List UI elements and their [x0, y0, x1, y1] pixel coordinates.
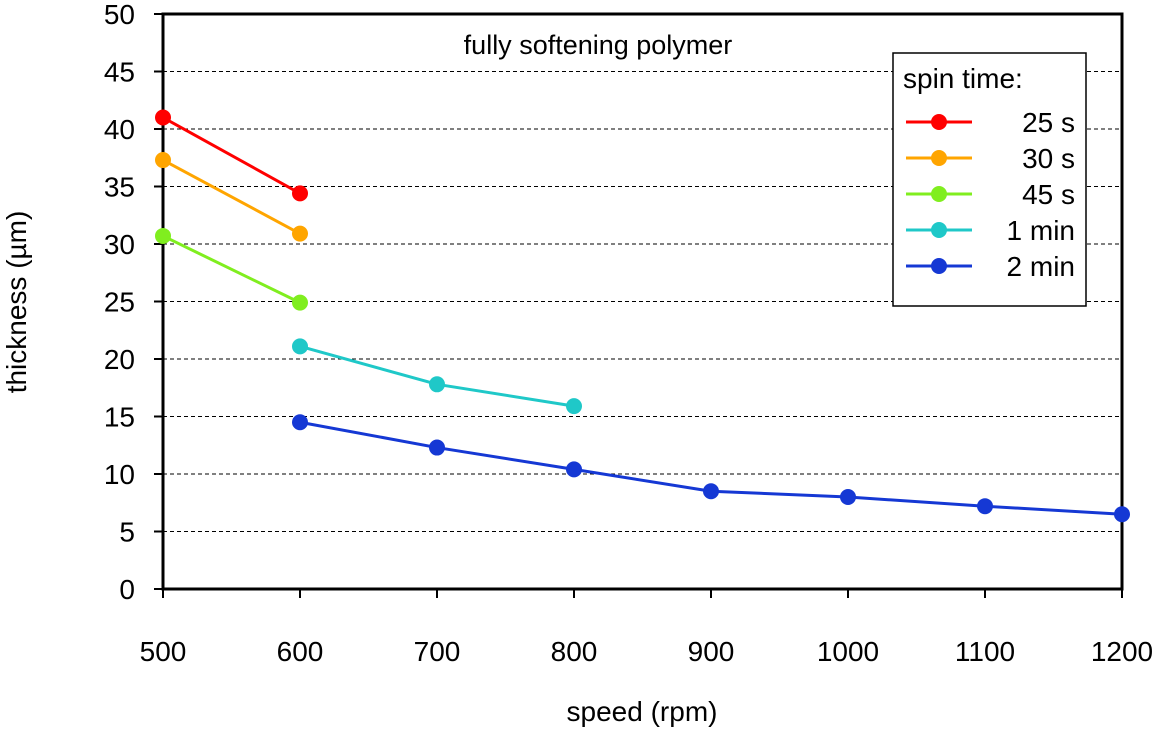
y-tick-label: 35	[104, 172, 135, 203]
y-tick-label: 15	[104, 402, 135, 433]
data-point	[1114, 506, 1130, 523]
data-point	[155, 227, 171, 244]
legend-marker	[931, 258, 947, 274]
data-point	[566, 398, 582, 415]
series-line	[162, 116, 301, 195]
legend-entry: 45 s	[906, 179, 1075, 210]
legend-box	[892, 52, 1087, 307]
y-tick-label: 5	[119, 517, 135, 548]
x-tick-label: 900	[688, 636, 735, 667]
data-point	[155, 152, 171, 169]
legend-marker	[931, 186, 947, 202]
legend-entries: 25 s 30 s 45 s 1 min 2 min	[906, 107, 1075, 282]
legend-label: 25 s	[1022, 107, 1075, 138]
series-line	[299, 344, 575, 408]
series-1-min	[292, 338, 582, 415]
x-tick-label: 1200	[1091, 636, 1153, 667]
legend: spin time: 25 s 30 s 45 s 1 min 2 min	[892, 52, 1087, 307]
x-tick-label: 1100	[955, 636, 1015, 667]
legend-title: spin time:	[903, 63, 1023, 94]
data-point	[292, 225, 308, 242]
legend-label: 30 s	[1022, 143, 1075, 174]
data-point	[977, 498, 993, 515]
data-point	[292, 294, 308, 311]
data-point	[429, 376, 445, 393]
x-tick-label: 800	[551, 636, 598, 667]
series-25-s	[155, 109, 308, 202]
data-point	[566, 461, 582, 478]
legend-marker	[931, 114, 947, 130]
data-point	[292, 338, 308, 355]
x-tick-label: 600	[277, 636, 324, 667]
data-point	[292, 414, 308, 431]
y-tick-label: 10	[104, 459, 135, 490]
series-line	[162, 234, 301, 304]
x-tick-label: 700	[414, 636, 461, 667]
x-tick-label: 1000	[817, 636, 879, 667]
series-30-s	[155, 152, 308, 242]
legend-label: 2 min	[1007, 251, 1075, 282]
y-tick-label: 50	[104, 0, 135, 30]
legend-marker	[931, 222, 947, 238]
legend-marker	[931, 150, 947, 166]
x-tick-label: 500	[140, 636, 187, 667]
x-axis-ticks: 500 600 700 800 900 1000 1100 1200	[140, 589, 1153, 667]
series-line	[162, 158, 301, 235]
y-tick-label: 40	[104, 114, 135, 145]
chart-title: fully softening polymer	[464, 30, 733, 60]
legend-entry: 2 min	[906, 251, 1075, 282]
data-point	[429, 439, 445, 456]
data-point	[155, 109, 171, 126]
series-layer	[155, 109, 1130, 523]
data-point	[840, 489, 856, 505]
legend-entry: 25 s	[906, 107, 1075, 138]
legend-label: 45 s	[1022, 179, 1075, 210]
y-tick-label: 20	[104, 344, 135, 375]
legend-entry: 30 s	[906, 143, 1075, 174]
y-tick-label: 30	[104, 229, 135, 260]
y-axis-title: thickness (µm)	[1, 211, 32, 394]
data-point	[292, 185, 308, 202]
x-axis-title: speed (rpm)	[567, 696, 718, 727]
series-line	[299, 420, 1123, 516]
y-axis-ticks: 0 5 10 15 20 25 30 35 40 45 50	[104, 0, 163, 605]
legend-entry: 1 min	[906, 215, 1075, 246]
legend-label: 1 min	[1007, 215, 1075, 246]
series-2-min	[292, 414, 1130, 523]
y-tick-label: 45	[104, 57, 135, 88]
y-tick-label: 0	[119, 574, 135, 605]
data-point	[703, 483, 719, 500]
series-45-s	[155, 227, 308, 311]
y-tick-label: 25	[104, 287, 135, 318]
